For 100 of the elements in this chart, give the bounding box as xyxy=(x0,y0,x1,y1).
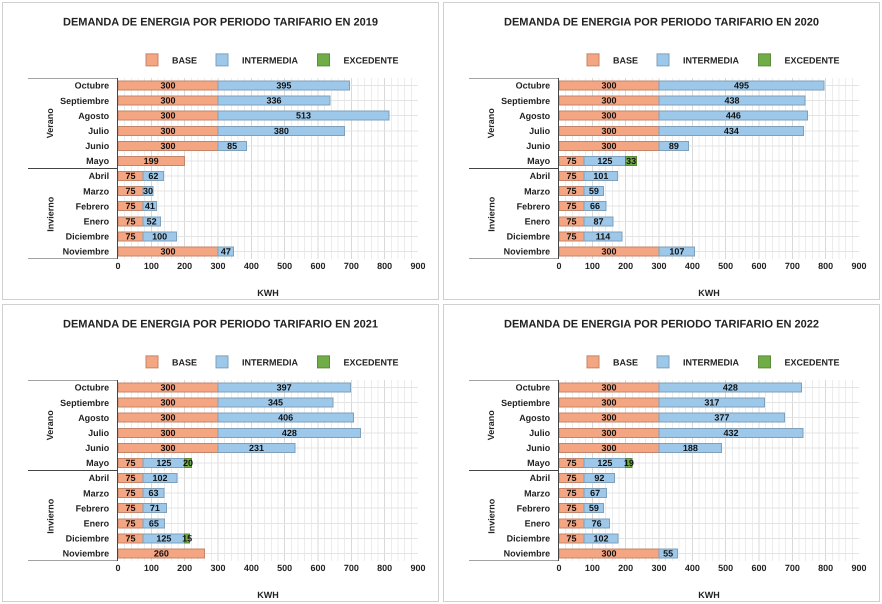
data-label: 300 xyxy=(601,110,617,121)
legend-label: EXCEDENTE xyxy=(344,55,399,66)
data-label: 47 xyxy=(220,246,231,256)
data-label: 62 xyxy=(148,171,158,182)
x-tick-label: 600 xyxy=(310,261,326,271)
bar xyxy=(118,382,218,393)
data-label: 300 xyxy=(601,96,617,106)
text: Invierno xyxy=(486,498,496,534)
data-label: 199 xyxy=(144,156,159,166)
legend-label: BASE xyxy=(613,55,638,66)
data-label: 33 xyxy=(626,156,636,166)
bar xyxy=(559,382,660,393)
text: Verano xyxy=(44,410,55,440)
x-tick-label: 400 xyxy=(684,563,700,573)
bar xyxy=(118,110,218,121)
data-label: 75 xyxy=(125,473,136,484)
x-tick-label: 900 xyxy=(410,563,426,573)
x-tick-label: 700 xyxy=(344,261,359,271)
data-label: 428 xyxy=(282,428,297,438)
bar xyxy=(218,80,350,91)
bar xyxy=(559,110,660,121)
x-tick-label: 0 xyxy=(556,563,562,573)
x-tick-label: 200 xyxy=(177,261,192,271)
bar xyxy=(559,80,660,91)
y-tick-label: Septiembre xyxy=(60,398,110,408)
bar xyxy=(118,398,218,408)
data-label: 75 xyxy=(566,488,577,498)
x-tick-label: 400 xyxy=(244,563,259,573)
bar xyxy=(118,126,218,136)
bar xyxy=(658,398,766,408)
y-tick-label: Noviembre xyxy=(62,548,110,559)
y-tick-label: Mayo xyxy=(86,458,110,468)
x-tick-label: 400 xyxy=(244,261,259,271)
x-tick-label: 100 xyxy=(584,261,600,271)
data-label: 300 xyxy=(160,96,176,106)
y-tick-label: Abril xyxy=(88,171,110,182)
bar xyxy=(559,246,660,256)
legend-label: BASE xyxy=(172,357,198,368)
data-label: 125 xyxy=(156,533,172,544)
data-label: 300 xyxy=(160,428,176,438)
x-tick-label: 300 xyxy=(210,563,226,573)
bar xyxy=(118,442,218,453)
data-label: 30 xyxy=(142,186,154,196)
bar xyxy=(118,140,218,151)
data-label: 75 xyxy=(125,186,136,196)
data-label: 300 xyxy=(601,398,617,408)
chart-title: DEMANDA DE ENERGIA POR PERIODO TARIFARIO EN 2019 xyxy=(63,16,378,28)
x-tick-label: 200 xyxy=(618,563,634,573)
y-tick-label: Agosto xyxy=(78,412,110,423)
legend-label: EXCEDENTE xyxy=(784,55,840,66)
y-tick-label: Febrero xyxy=(76,503,110,514)
data-label: 75 xyxy=(566,171,577,182)
data-label: 67 xyxy=(590,488,600,498)
data-label: 55 xyxy=(663,548,674,558)
chart-title: DEMANDA DE ENERGIA POR PERIODO TARIFARIO EN 2021 xyxy=(63,318,378,330)
x-tick-label: 800 xyxy=(377,261,392,271)
data-label: 397 xyxy=(276,382,292,393)
data-label: 75 xyxy=(125,201,136,212)
data-label: 300 xyxy=(601,428,617,438)
bar xyxy=(559,442,660,453)
y-tick-label: Febrero xyxy=(516,201,551,212)
bar xyxy=(658,412,786,423)
x-tick-label: 200 xyxy=(618,261,634,271)
y-tick-label: Agosto xyxy=(519,110,551,121)
y-tick-label: Octubre xyxy=(74,382,110,393)
x-tick-label: 600 xyxy=(751,261,767,271)
data-label: 125 xyxy=(156,458,172,468)
data-label: 66 xyxy=(590,201,600,212)
data-label: 125 xyxy=(597,458,612,468)
legend-label: INTERMEDIA xyxy=(683,357,740,368)
text: Invierno xyxy=(486,196,496,232)
bar xyxy=(118,80,218,91)
x-tick-label: 0 xyxy=(115,563,121,573)
data-label: 513 xyxy=(296,110,312,121)
y-tick-label: Septiembre xyxy=(60,96,110,106)
data-label: 102 xyxy=(152,473,168,484)
data-label: 438 xyxy=(724,96,740,106)
bar xyxy=(559,126,660,136)
data-label: 114 xyxy=(596,231,610,242)
data-label: 300 xyxy=(160,110,176,121)
data-label: 300 xyxy=(601,246,617,256)
bar xyxy=(118,96,218,106)
bar xyxy=(118,156,185,166)
y-tick-label: Julio xyxy=(88,126,110,136)
y-tick-label: Noviembre xyxy=(504,548,550,559)
data-label: 231 xyxy=(248,442,264,453)
data-label: 41 xyxy=(144,201,155,212)
data-label: 75 xyxy=(566,186,577,196)
text: Invierno xyxy=(45,196,56,232)
text: Verano xyxy=(486,410,496,440)
bar xyxy=(218,428,362,438)
y-tick-label: Mayo xyxy=(527,156,551,166)
data-label: 317 xyxy=(704,398,720,408)
y-tick-label: Octubre xyxy=(516,382,550,393)
data-label: 345 xyxy=(268,398,284,408)
data-label: 76 xyxy=(592,518,602,528)
x-tick-label: 600 xyxy=(751,563,767,573)
x-tick-label: 100 xyxy=(584,563,600,573)
y-tick-label: Agosto xyxy=(78,110,110,121)
data-label: 434 xyxy=(724,126,739,136)
